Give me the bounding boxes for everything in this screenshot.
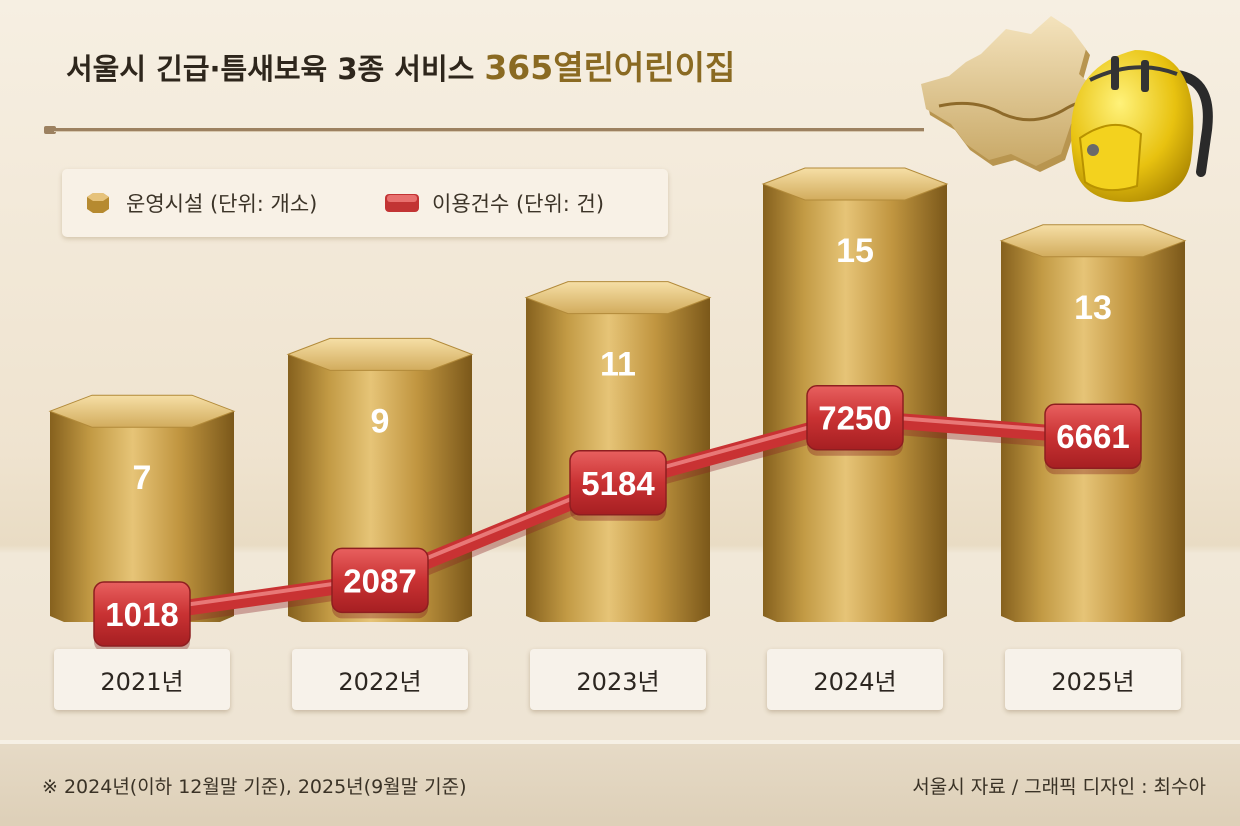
line-markers: 1018 2087 5184 7250 6661 <box>93 384 1142 652</box>
backpack-icon <box>1071 50 1213 202</box>
usage-value-label: 6661 <box>1056 418 1129 455</box>
hexagon-swatch-icon <box>87 193 109 213</box>
usage-value-label: 7250 <box>818 400 891 437</box>
bar-labels: 7 9 11 15 13 <box>133 232 1112 497</box>
legend: 운영시설 (단위: 개소) 이용건수 (단위: 건) <box>62 169 668 237</box>
bar-2021년 <box>48 394 236 622</box>
category-label-2025년: 2025년 <box>1005 649 1181 710</box>
usage-marker-box <box>331 547 429 614</box>
usage-value-label: 5184 <box>581 465 655 502</box>
usage-marker-2023년: 5184 <box>569 450 667 521</box>
bar-value-label: 13 <box>1074 289 1112 327</box>
bar-top <box>48 394 236 428</box>
usage-value-label: 2087 <box>343 562 416 599</box>
bar-value-label: 11 <box>600 346 636 384</box>
title-accent: 365열린어린이집 <box>484 48 736 87</box>
seoul-map-icon <box>921 16 1105 172</box>
category-label-2023년: 2023년 <box>530 649 706 710</box>
red-box-swatch-icon <box>385 194 419 212</box>
bar-value-label: 7 <box>133 459 152 497</box>
usage-marker-2021년: 1018 <box>93 581 191 652</box>
credit: 서울시 자료 / 그래픽 디자인 : 최수아 <box>912 776 1206 798</box>
usage-marker-2025년: 6661 <box>1044 403 1142 475</box>
footnote: ※ 2024년(이하 12월말 기준), 2025년(9월말 기준) <box>42 776 467 798</box>
footer: ※ 2024년(이하 12월말 기준), 2025년(9월말 기준) 서울시 자… <box>0 740 1240 826</box>
bar-series <box>48 167 1187 623</box>
category-label-2021년: 2021년 <box>54 649 230 710</box>
bar-top <box>286 337 474 371</box>
usage-marker-2024년: 7250 <box>806 384 904 456</box>
usage-value-label: 1018 <box>105 596 178 633</box>
legend-item-usage: 이용건수 (단위: 건) <box>384 188 604 218</box>
usage-marker-box <box>1044 403 1142 469</box>
usage-marker-box <box>93 581 191 647</box>
legend-label-usage: 이용건수 (단위: 건) <box>432 192 605 216</box>
legend-item-facilities: 운영시설 (단위: 개소) <box>82 188 317 218</box>
bar-value-label: 9 <box>371 402 390 440</box>
bar-top <box>761 167 949 201</box>
usage-marker-box <box>569 450 667 516</box>
title-main: 서울시 긴급·틈새보육 3종 서비스 <box>66 52 475 86</box>
usage-marker-2022년: 2087 <box>331 547 429 619</box>
bar-top <box>999 224 1187 258</box>
bar-body <box>50 411 234 622</box>
usage-marker-box <box>806 384 904 451</box>
decoration <box>921 16 1213 202</box>
legend-label-facilities: 운영시설 (단위: 개소) <box>126 192 318 216</box>
category-label-2024년: 2024년 <box>767 649 943 710</box>
bar-top <box>524 281 712 315</box>
bar-value-label: 15 <box>836 232 874 270</box>
chart-title: 서울시 긴급·틈새보육 3종 서비스 365열린어린이집 <box>66 48 735 88</box>
title-rule <box>44 126 924 134</box>
category-label-2022년: 2022년 <box>292 649 468 710</box>
